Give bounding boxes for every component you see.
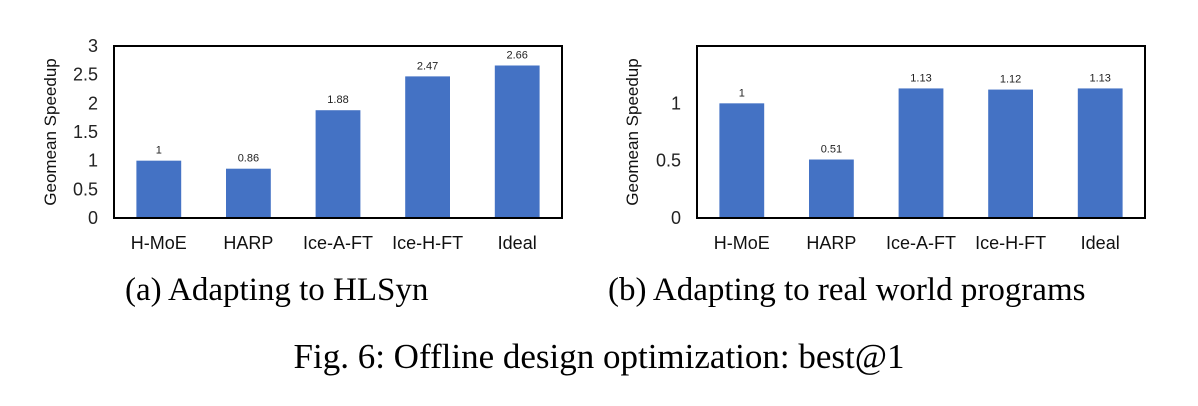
x-tick-label-a: H-MoE: [131, 233, 187, 253]
bar-a: [315, 110, 361, 218]
bar-value-label-b: 1.13: [910, 72, 931, 84]
bar-value-label-b: 0.51: [821, 144, 842, 156]
bar-value-label-a: 2.47: [417, 60, 438, 72]
x-tick-label-b: H-MoE: [714, 233, 770, 253]
y-tick-label-a: 1: [88, 151, 98, 171]
bar-a: [136, 160, 182, 218]
bar-value-label-b: 1.12: [1000, 74, 1021, 86]
y-tick-label-a: 2: [88, 93, 98, 113]
caption-b: (b) Adapting to real world programs: [608, 272, 1086, 308]
y-tick-label-a: 2.5: [73, 65, 98, 85]
y-tick-label-b: 1: [671, 93, 681, 113]
y-tick-label-a: 0.5: [73, 179, 98, 199]
bar-b: [809, 159, 854, 218]
bar-b: [719, 103, 765, 218]
bar-b: [988, 89, 1033, 218]
y-tick-label-b: 0.5: [656, 151, 681, 171]
bar-b: [898, 88, 944, 218]
bar-a: [405, 76, 450, 219]
y-tick-label-b: 0: [671, 208, 681, 228]
x-tick-label-b: Ideal: [1081, 233, 1120, 253]
y-tick-label-a: 1.5: [73, 122, 98, 142]
y-tick-label-a: 0: [88, 208, 98, 228]
y-axis-label-b: Geomean Speedup: [623, 58, 642, 205]
bar-value-label-a: 2.66: [506, 49, 527, 61]
y-tick-label-a: 3: [88, 36, 98, 56]
x-tick-label-b: HARP: [806, 233, 856, 253]
x-tick-label-b: Ice-H-FT: [975, 233, 1046, 253]
bar-value-label-a: 1: [156, 145, 162, 157]
x-tick-label-a: Ice-H-FT: [392, 233, 463, 253]
x-tick-label-a: HARP: [223, 233, 273, 253]
caption-a: (a) Adapting to HLSyn: [125, 272, 429, 308]
x-tick-label-b: Ice-A-FT: [886, 233, 956, 253]
bar-value-label-a: 0.86: [238, 153, 259, 165]
bar-b: [1077, 88, 1123, 218]
bar-a: [494, 65, 540, 218]
x-tick-label-a: Ideal: [498, 233, 537, 253]
y-axis-label-a: Geomean Speedup: [41, 58, 60, 205]
figure-caption: Fig. 6: Offline design optimization: bes…: [293, 337, 905, 376]
bar-a: [226, 168, 271, 218]
bar-value-label-b: 1.13: [1089, 72, 1110, 84]
x-tick-label-a: Ice-A-FT: [303, 233, 373, 253]
bar-value-label-a: 1.88: [327, 94, 348, 106]
bar-value-label-b: 1: [739, 87, 745, 99]
